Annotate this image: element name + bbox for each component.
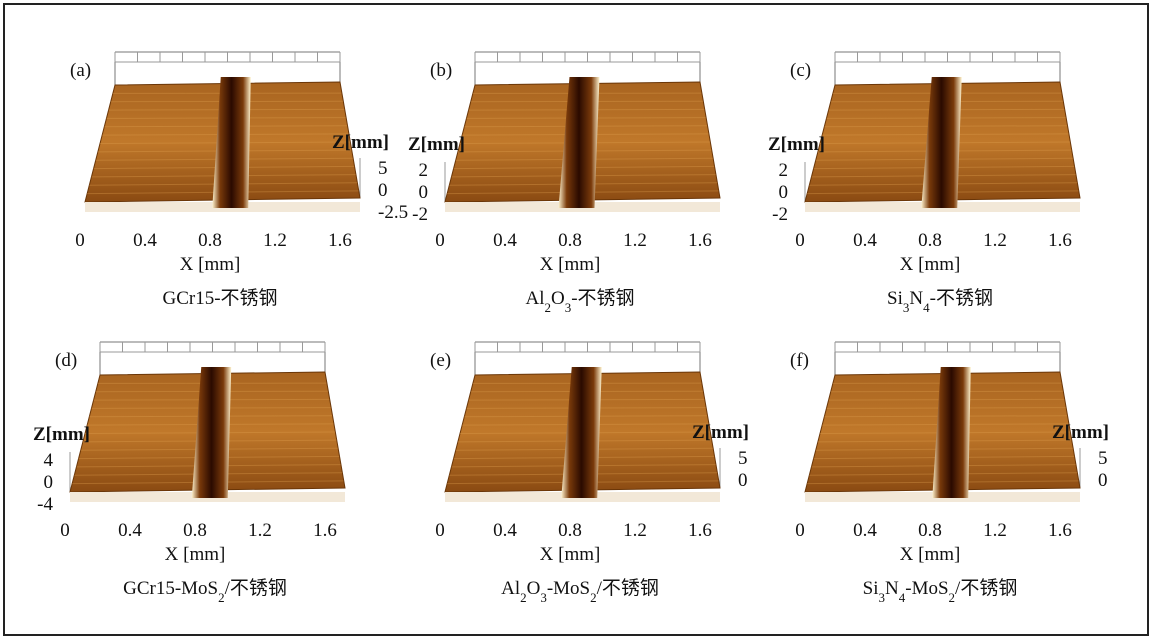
x-tick-label: 1.6: [688, 230, 712, 251]
x-axis-label: X [mm]: [900, 544, 961, 565]
x-tick-label: 1.2: [623, 520, 647, 541]
z-tick-label: -2: [412, 204, 428, 225]
x-tick-label: 1.6: [313, 520, 337, 541]
x-tick-label: 0.4: [133, 230, 157, 251]
caption: Si3N4-不锈钢: [887, 287, 993, 315]
caption-part: Al: [501, 578, 520, 599]
x-tick-label: 1.2: [263, 230, 287, 251]
x-tick-label: 0.8: [918, 520, 942, 541]
caption: GCr15-MoS2/不锈钢: [123, 577, 287, 605]
x-tick-label: 1.2: [248, 520, 272, 541]
caption-part: O: [527, 578, 541, 599]
panel-letter: (e): [430, 350, 451, 371]
z-axis-label: Z[mm]: [692, 422, 749, 443]
x-axis-label: X [mm]: [900, 254, 961, 275]
x-tick-label: 0.8: [558, 520, 582, 541]
figure: (a)00.40.81.21.6X [mm]Z[mm]50-2.5GCr15-不…: [0, 0, 1152, 639]
x-tick-label: 0.4: [853, 230, 877, 251]
z-tick-label: 2: [779, 160, 789, 181]
caption: GCr15-不锈钢: [162, 287, 277, 309]
x-tick-label: 0.8: [558, 230, 582, 251]
z-tick-label: 0: [1098, 470, 1108, 491]
z-tick-label: -2.5: [378, 202, 408, 223]
x-tick-label: 0.4: [118, 520, 142, 541]
z-axis-label: Z[mm]: [33, 424, 90, 445]
z-tick-label: 0: [419, 182, 429, 203]
x-tick-label: 0: [435, 230, 445, 251]
caption: Al2O3-MoS2/不锈钢: [501, 577, 659, 605]
panel-letter: (b): [430, 60, 452, 81]
z-axis-label: Z[mm]: [768, 134, 825, 155]
z-axis-label: Z[mm]: [408, 134, 465, 155]
x-tick-label: 1.2: [983, 230, 1007, 251]
z-tick-label: 0: [378, 180, 388, 201]
caption-part: /不锈钢: [955, 577, 1017, 599]
z-tick-label: 0: [44, 472, 54, 493]
x-tick-label: 0: [795, 520, 805, 541]
x-axis-label: X [mm]: [540, 544, 601, 565]
caption-part: -MoS: [905, 578, 948, 599]
z-axis-label: Z[mm]: [1052, 422, 1109, 443]
x-tick-label: 0: [75, 230, 85, 251]
x-tick-label: 1.6: [688, 520, 712, 541]
caption-part: Al: [525, 288, 544, 309]
x-tick-label: 0.8: [198, 230, 222, 251]
x-tick-label: 1.2: [983, 520, 1007, 541]
x-axis-label: X [mm]: [165, 544, 226, 565]
panel-letter: (a): [70, 60, 91, 81]
caption-part: N: [909, 288, 923, 309]
z-tick-label: 0: [779, 182, 789, 203]
x-tick-label: 1.6: [1048, 230, 1072, 251]
x-tick-label: 0: [435, 520, 445, 541]
z-tick-label: -4: [37, 494, 53, 515]
caption-part: Si: [887, 288, 903, 309]
z-tick-label: 5: [378, 158, 388, 179]
panel-letter: (f): [790, 350, 809, 371]
caption: Al2O3-不锈钢: [525, 287, 634, 315]
caption-part: GCr15-MoS: [123, 578, 218, 599]
z-tick-label: 2: [419, 160, 429, 181]
x-tick-label: 0.4: [493, 230, 517, 251]
caption-part: N: [885, 578, 899, 599]
x-axis-label: X [mm]: [180, 254, 241, 275]
caption-part: -MoS: [547, 578, 590, 599]
x-tick-label: 0.4: [853, 520, 877, 541]
z-tick-label: 4: [44, 450, 54, 471]
panel-letter: (c): [790, 60, 811, 81]
caption-part: -不锈钢: [930, 287, 993, 309]
z-tick-label: 0: [738, 470, 748, 491]
panel-letter: (d): [55, 350, 77, 371]
x-tick-label: 1.6: [1048, 520, 1072, 541]
x-tick-label: 1.2: [623, 230, 647, 251]
z-axis-label: Z[mm]: [332, 132, 389, 153]
caption-part: O: [551, 288, 565, 309]
caption-part: GCr15-不锈钢: [162, 287, 277, 309]
x-tick-label: 0: [60, 520, 70, 541]
z-tick-label: -2: [772, 204, 788, 225]
z-tick-label: 5: [738, 448, 748, 469]
x-tick-label: 0.8: [918, 230, 942, 251]
x-tick-label: 0.8: [183, 520, 207, 541]
x-tick-label: 1.6: [328, 230, 352, 251]
x-axis-label: X [mm]: [540, 254, 601, 275]
x-tick-label: 0: [795, 230, 805, 251]
caption-part: Si: [863, 578, 879, 599]
caption-part: /不锈钢: [597, 577, 659, 599]
z-tick-label: 5: [1098, 448, 1108, 469]
caption: Si3N4-MoS2/不锈钢: [863, 577, 1018, 605]
caption-part: -不锈钢: [571, 287, 634, 309]
x-tick-label: 0.4: [493, 520, 517, 541]
caption-part: /不锈钢: [225, 577, 287, 599]
